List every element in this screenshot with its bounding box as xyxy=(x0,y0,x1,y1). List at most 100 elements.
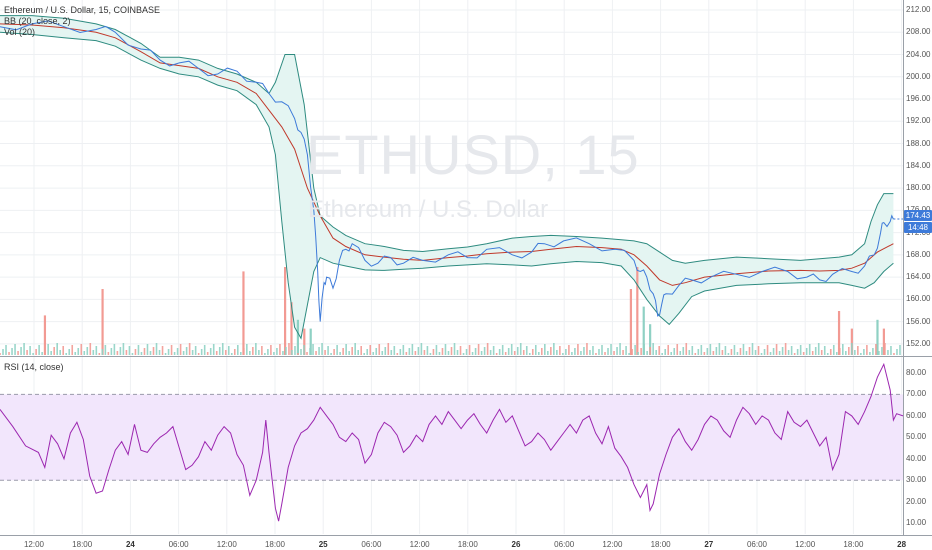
volume-bar xyxy=(378,344,381,355)
volume-bar xyxy=(77,348,80,355)
volume-bar xyxy=(742,344,745,355)
time-tick-label: 24 xyxy=(125,540,135,549)
volume-bar xyxy=(682,347,685,355)
volume-bar xyxy=(787,350,790,355)
volume-bar xyxy=(252,347,254,355)
volume-bar xyxy=(149,351,152,355)
volume-bar xyxy=(285,347,287,355)
volume-bar xyxy=(664,349,667,355)
volume-bar xyxy=(101,349,104,355)
volume-bar xyxy=(26,350,28,355)
volume-bar xyxy=(393,346,396,355)
volume-bar xyxy=(826,353,829,355)
volume-bar xyxy=(817,343,820,355)
time-tick-label: 27 xyxy=(704,540,714,549)
volume-bar xyxy=(20,347,22,355)
volume-bar xyxy=(697,349,700,355)
volume-bar xyxy=(730,349,733,355)
volume-bar xyxy=(441,348,444,355)
time-tick-label: 26 xyxy=(511,540,521,549)
volume-bar xyxy=(655,350,657,355)
volume-bar xyxy=(209,348,212,355)
volume-bar xyxy=(47,344,49,355)
volume-bar xyxy=(306,352,308,355)
volume-bar xyxy=(480,351,483,355)
volume-bar xyxy=(715,347,718,355)
volume-bar xyxy=(390,350,393,355)
volume-bar xyxy=(501,345,504,355)
volume-bar xyxy=(775,344,778,355)
volume-bar xyxy=(339,352,341,355)
volume-bar xyxy=(691,346,694,355)
volume-bar xyxy=(658,346,660,355)
volume-bar xyxy=(402,345,405,355)
volume-bar xyxy=(8,352,10,355)
volume-bar xyxy=(29,346,31,355)
watermark-name: Ethereum / U.S. Dollar xyxy=(308,196,549,223)
volume-bar xyxy=(113,344,116,355)
time-tick-label: 25 xyxy=(318,540,328,549)
volume-bar xyxy=(709,344,712,355)
volume-bar xyxy=(83,351,86,355)
volume-bar xyxy=(559,346,561,355)
volume-bar xyxy=(598,349,600,355)
volume-bar xyxy=(878,351,880,355)
volume-bar xyxy=(273,352,275,355)
volume-bar xyxy=(550,347,552,355)
price-tick-label: 208.00 xyxy=(906,27,931,37)
volume-bar xyxy=(297,353,299,355)
volume-bar xyxy=(348,351,350,355)
rsi-indicator-label[interactable]: RSI (14, close) xyxy=(4,362,64,372)
volume-bar xyxy=(288,343,290,355)
volume-indicator-label[interactable]: Vol (20) xyxy=(4,27,36,37)
volume-bar xyxy=(835,352,838,355)
volume-bar xyxy=(381,351,384,355)
volume-bar xyxy=(754,350,757,355)
volume-bar xyxy=(240,352,242,355)
volume-bar xyxy=(766,345,769,355)
volume-bar xyxy=(74,352,77,355)
volume-bar xyxy=(589,350,591,355)
volume-bar xyxy=(541,348,543,355)
volume-bar xyxy=(345,344,347,355)
volume-bar xyxy=(462,353,465,355)
volume-bar xyxy=(456,350,459,355)
volume-bar xyxy=(258,350,260,355)
volume-bar xyxy=(426,346,429,355)
volume-bar xyxy=(188,343,191,355)
volume-bar xyxy=(790,346,793,355)
volume-bar xyxy=(850,328,853,355)
volume-bar xyxy=(71,345,74,355)
time-tick-label: 18:00 xyxy=(457,540,478,549)
volume-bar xyxy=(661,353,663,355)
volume-bar xyxy=(547,351,549,355)
volume-bar xyxy=(267,349,269,355)
price-tick-label: 176.00 xyxy=(906,205,930,214)
volume-bar xyxy=(384,347,387,355)
volume-bar xyxy=(519,343,522,355)
volume-bar xyxy=(309,328,312,355)
volume-bar xyxy=(203,345,206,355)
rsi-tick-label: 20.00 xyxy=(906,496,927,506)
volume-bar xyxy=(333,349,335,355)
volume-bar xyxy=(799,345,802,355)
volume-bar xyxy=(300,349,302,355)
bb-indicator-label[interactable]: BB (20, close, 2) xyxy=(4,16,71,26)
volume-bar xyxy=(206,352,209,355)
volume-bar xyxy=(303,345,305,355)
volume-bar xyxy=(565,349,567,355)
volume-bar xyxy=(396,353,399,355)
volume-bar xyxy=(375,348,378,355)
price-tick-label: 212.00 xyxy=(906,5,931,14)
volume-bar xyxy=(769,352,772,355)
volume-bar xyxy=(882,328,885,355)
volume-bar xyxy=(805,348,808,355)
volume-bar xyxy=(125,350,128,355)
volume-bar xyxy=(486,343,489,355)
volume-bar xyxy=(513,351,516,355)
volume-bar xyxy=(832,345,835,355)
volume-bar xyxy=(781,347,784,355)
volume-bar xyxy=(477,344,480,355)
price-tick-label: 152.00 xyxy=(906,338,931,348)
